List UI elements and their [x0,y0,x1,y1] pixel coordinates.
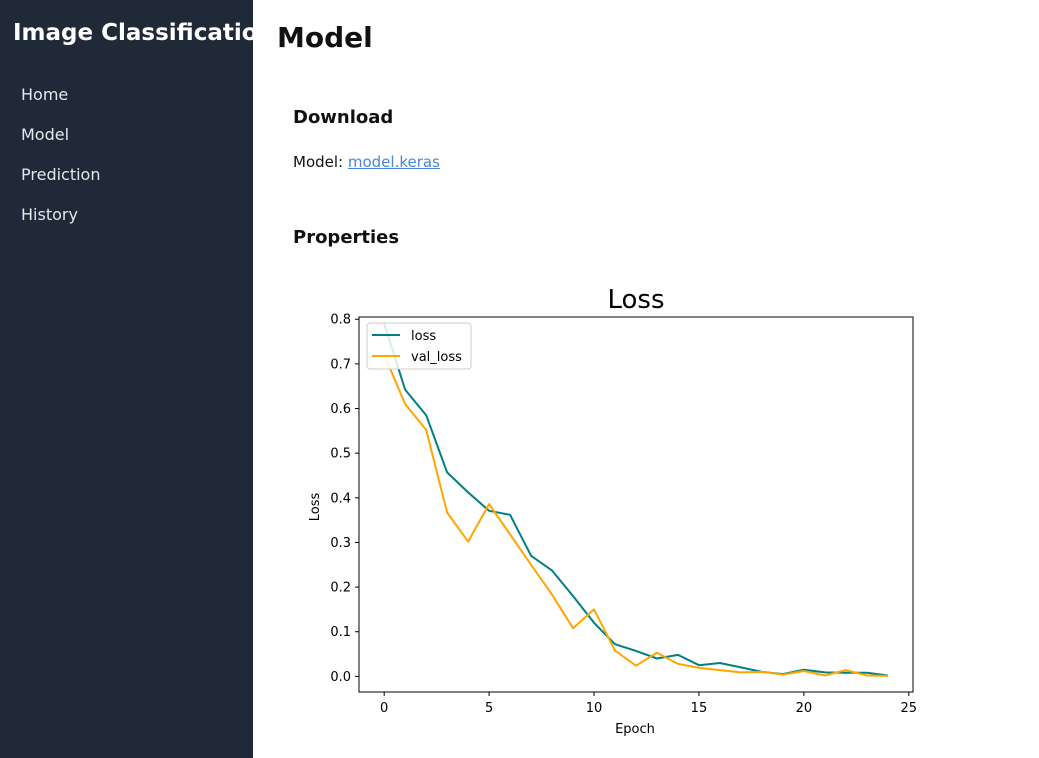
main-content: Model Download Model: model.keras Proper… [253,0,1039,758]
y-tick-label: 0.0 [330,670,351,685]
sidebar-item-prediction[interactable]: Prediction [21,165,101,184]
download-heading: Download [293,107,394,128]
sidebar-item-model[interactable]: Model [21,125,70,144]
x-axis-label: Epoch [615,722,655,737]
y-tick-label: 0.7 [330,357,351,372]
x-tick-label: 20 [796,701,813,716]
y-tick-label: 0.8 [330,313,351,328]
x-tick-label: 5 [485,701,493,716]
sidebar-nav: Home Model Prediction History [21,84,100,244]
chart-title: Loss [607,285,664,315]
app-title: Image Classification [13,20,274,46]
loss-chart: Loss 0 5 10 15 20 250.00.10.20.30.40.50.60.70… [308,285,917,737]
y-axis-label: Loss [308,493,323,522]
sidebar-item-history[interactable]: History [21,205,78,224]
x-tick-label: 0 [380,701,388,716]
sidebar-item-home[interactable]: Home [21,85,69,104]
legend-label: loss [411,329,436,344]
plot-frame [358,316,914,693]
y-tick-label: 0.2 [330,581,351,596]
x-tick-label: 15 [691,701,708,716]
y-tick-label: 0.3 [330,536,351,551]
model-download-link[interactable]: model.keras [347,153,440,171]
series-line-loss [383,323,888,677]
chart-plot-area: 0 5 10 15 20 25 0.0 0.1 0.2 0.3 0.4 0.5 0.6 0.7 0.8 los… [330,313,917,716]
sidebar: Image Classification Home Model Predicti… [0,0,274,758]
y-tick-label: 0.4 [330,491,351,506]
y-tick-label: 0.1 [330,625,351,640]
x-tick-label: 10 [586,701,603,716]
y-tick-label: 0.6 [330,402,351,417]
page-title: Model [277,21,373,54]
properties-heading: Properties [293,227,400,248]
x-tick-label: 25 [901,701,918,716]
series-line-val-loss [383,354,888,677]
legend-label: val_loss [411,350,462,365]
download-line: Model: model.keras [293,153,440,171]
download-label: Model: [293,153,344,171]
y-tick-label: 0.5 [330,447,351,462]
